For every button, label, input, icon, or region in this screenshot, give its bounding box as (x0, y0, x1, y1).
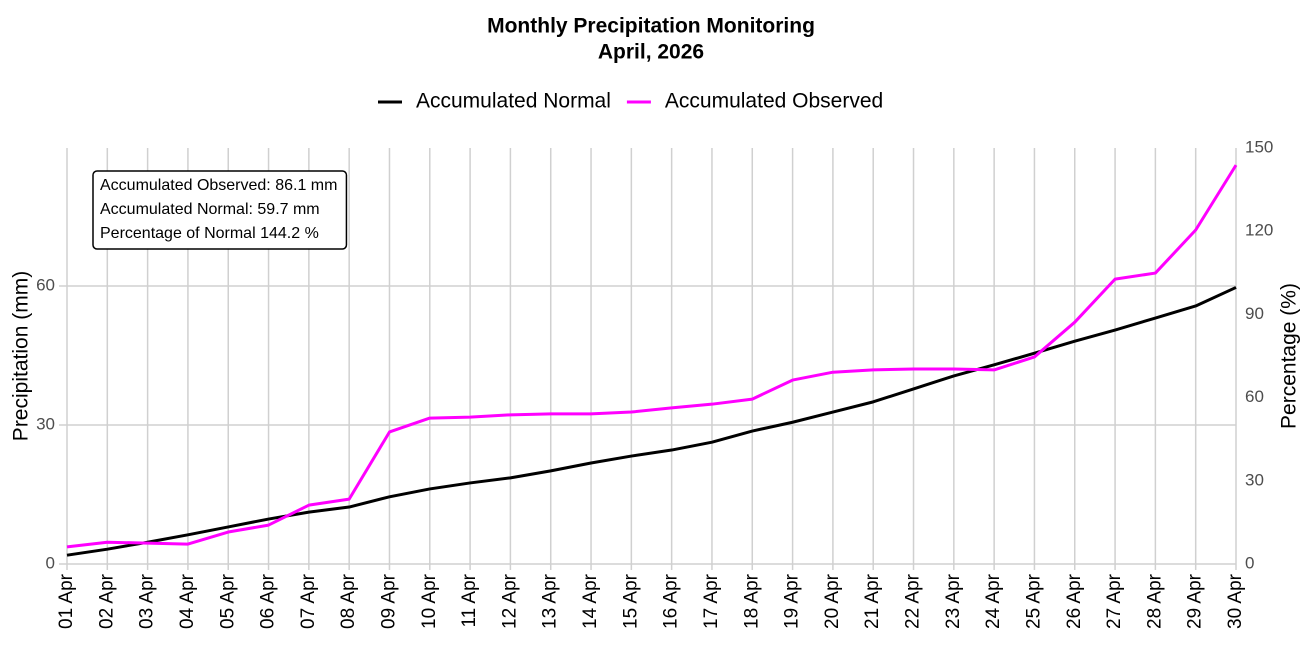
y-axis-title: Precipitation (mm) (10, 271, 33, 441)
y2-tick-label: 150 (1245, 137, 1273, 156)
x-tick-label: 19 Apr (782, 573, 803, 629)
chart-title: Monthly Precipitation Monitoring (487, 15, 815, 38)
y2-tick-label: 30 (1245, 470, 1264, 489)
annotation-text: Percentage of Normal 144.2 % (100, 225, 319, 242)
x-tick-label: 13 Apr (540, 573, 561, 629)
data-line (66, 164, 1238, 549)
annotation-text: Accumulated Normal: 59.7 mm (100, 201, 320, 218)
y2-tick-label: 60 (1245, 387, 1264, 406)
x-tick-label: 23 Apr (943, 573, 964, 629)
legend-label: Accumulated Observed (665, 90, 883, 113)
x-tick-label: 08 Apr (338, 573, 359, 629)
x-tick-label: 05 Apr (217, 573, 238, 629)
y-tick-label: 0 (46, 553, 55, 572)
x-tick-label: 22 Apr (903, 573, 924, 629)
x-tick-label: 25 Apr (1023, 573, 1044, 629)
x-tick-label: 10 Apr (419, 573, 440, 629)
legend-label: Accumulated Normal (416, 90, 611, 113)
x-tick-label: 03 Apr (137, 573, 158, 629)
x-tick-label: 27 Apr (1104, 573, 1125, 629)
annotation-text: Accumulated Observed: 86.1 mm (100, 177, 337, 194)
y-tick-label: 60 (36, 276, 55, 295)
x-tick-label: 30 Apr (1225, 573, 1246, 629)
y2-tick-label: 120 (1245, 221, 1273, 240)
annotation-box (92, 170, 348, 250)
y2-axis-title: Percentage (%) (1278, 283, 1301, 429)
x-tick-label: 21 Apr (862, 573, 883, 629)
x-tick-label: 02 Apr (96, 573, 117, 629)
x-tick-label: 24 Apr (983, 573, 1004, 629)
chart-subtitle: April, 2026 (598, 41, 704, 64)
x-tick-label: 16 Apr (661, 573, 682, 629)
x-tick-label: 15 Apr (620, 573, 641, 629)
x-tick-label: 17 Apr (701, 573, 722, 629)
x-tick-label: 06 Apr (258, 573, 279, 629)
x-tick-label: 07 Apr (298, 573, 319, 629)
x-tick-label: 01 Apr (56, 573, 77, 629)
y2-tick-label: 0 (1245, 553, 1254, 572)
x-tick-label: 18 Apr (741, 573, 762, 629)
x-tick-label: 29 Apr (1185, 573, 1206, 629)
x-tick-label: 11 Apr (459, 573, 480, 627)
x-tick-label: 20 Apr (822, 573, 843, 629)
x-tick-label: 04 Apr (177, 573, 198, 629)
x-tick-label: 12 Apr (499, 573, 520, 629)
annotation: Accumulated Observed: 86.1 mm Accumulated… (92, 170, 348, 250)
y-tick-label: 30 (36, 415, 55, 434)
x-tick-label: 28 Apr (1144, 573, 1165, 629)
x-tick-label: 26 Apr (1064, 573, 1085, 629)
x-tick-label: 14 Apr (580, 573, 601, 629)
data-line (66, 286, 1237, 557)
y2-tick-label: 90 (1245, 304, 1264, 323)
x-tick-label: 09 Apr (378, 573, 399, 629)
